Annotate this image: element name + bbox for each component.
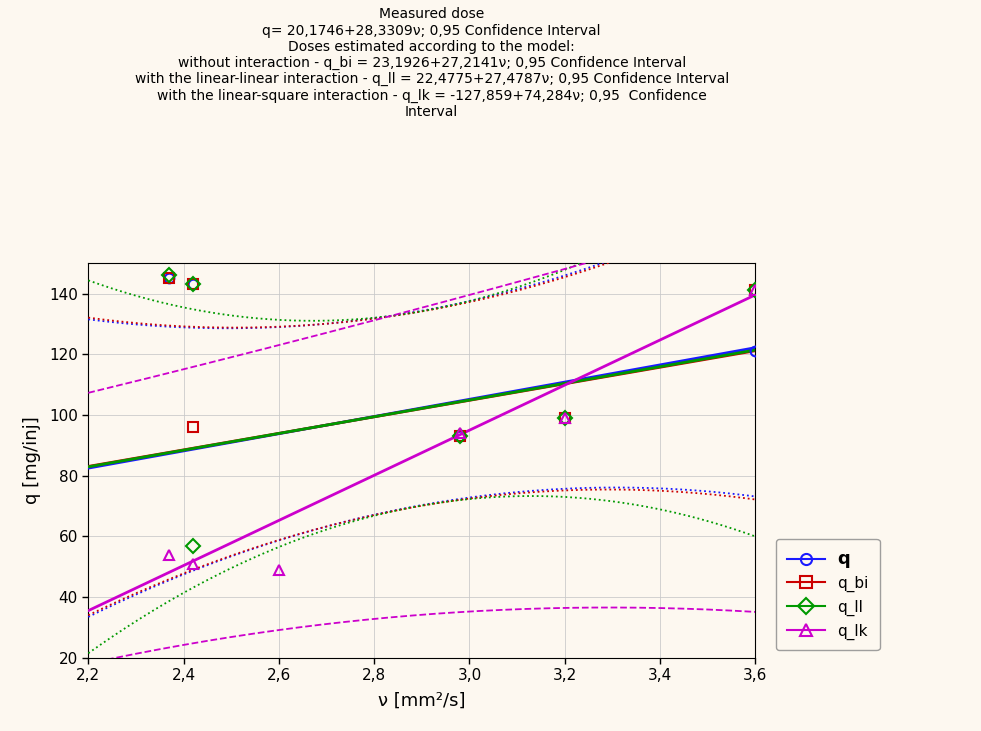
Legend: q, q_bi, q_ll, q_lk: q, q_bi, q_ll, q_lk	[776, 539, 880, 651]
Text: Measured dose
q= 20,1746+28,3309ν; 0,95 Confidence Interval
Doses estimated acco: Measured dose q= 20,1746+28,3309ν; 0,95 …	[134, 7, 729, 119]
Y-axis label: q [mg/inj]: q [mg/inj]	[23, 417, 40, 504]
X-axis label: ν [mm²/s]: ν [mm²/s]	[378, 692, 466, 710]
